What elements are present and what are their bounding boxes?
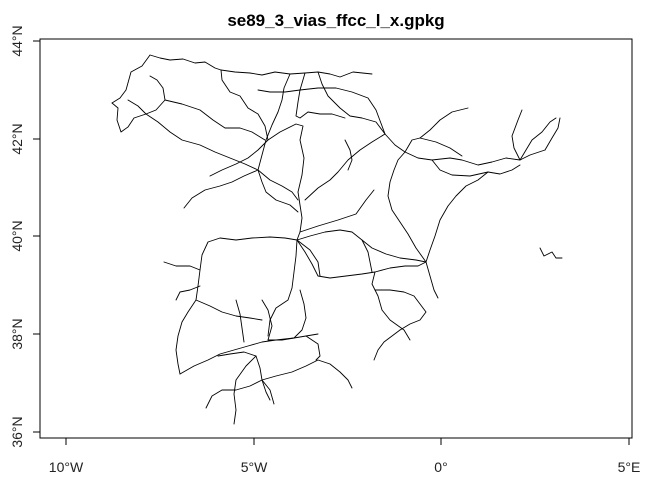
rail-line xyxy=(425,171,489,263)
rail-line xyxy=(295,72,346,119)
rail-line xyxy=(296,239,321,277)
rail-line xyxy=(299,189,375,233)
rail-line xyxy=(384,133,546,166)
y-tick-label: 38°N xyxy=(9,318,25,349)
rail-line xyxy=(373,329,401,361)
rail-line xyxy=(374,261,439,299)
rail-line xyxy=(296,229,427,263)
rail-line xyxy=(544,117,561,151)
rail-line xyxy=(175,285,201,301)
rail-line xyxy=(267,123,305,193)
rail-line xyxy=(257,87,386,135)
x-tick-label: 5°E xyxy=(618,459,641,475)
rail-line xyxy=(419,107,469,139)
rail-line xyxy=(179,333,319,375)
rail-line xyxy=(404,137,463,157)
rail-line xyxy=(304,133,386,201)
rail-line xyxy=(111,54,373,104)
rail-line xyxy=(195,236,298,301)
rail-line xyxy=(374,289,427,331)
rail-network xyxy=(111,54,563,425)
rail-line xyxy=(183,169,259,209)
rail-line xyxy=(164,99,266,141)
x-axis: 10°W 5°W 0° 5°E xyxy=(49,437,641,475)
rail-line xyxy=(511,109,523,161)
rail-line xyxy=(257,169,299,213)
x-tick-label: 5°W xyxy=(241,459,268,475)
x-tick-label: 10°W xyxy=(49,459,84,475)
rail-line xyxy=(217,351,275,405)
rail-line xyxy=(387,151,427,263)
rail-line xyxy=(257,169,299,201)
y-tick-label: 40°N xyxy=(9,220,25,251)
rail-line xyxy=(195,299,263,321)
rail-line xyxy=(127,99,259,171)
map-title: se89_3_vias_ffcc_l_x.gpkg xyxy=(227,11,444,30)
rail-line xyxy=(261,379,271,401)
rail-line xyxy=(296,239,376,279)
rail-line xyxy=(111,75,166,133)
x-tick-label: 0° xyxy=(434,459,447,475)
rail-line xyxy=(205,379,263,409)
rail-line xyxy=(220,69,269,141)
rail-line xyxy=(235,299,245,343)
rail-line xyxy=(371,271,411,341)
rail-line xyxy=(163,261,201,271)
rail-line xyxy=(267,289,307,341)
plot-frame xyxy=(39,38,633,439)
rail-line xyxy=(305,335,321,361)
rail-line xyxy=(233,355,257,425)
rail-line xyxy=(175,299,197,375)
rail-line xyxy=(261,359,353,389)
rail-line xyxy=(539,247,563,259)
rail-line xyxy=(267,239,298,337)
rail-line xyxy=(209,139,269,177)
rail-line xyxy=(257,73,291,171)
rail-line xyxy=(519,117,557,161)
rail-line xyxy=(296,191,303,241)
y-axis: 36°N 38°N 40°N 42°N 44°N xyxy=(9,25,41,448)
rail-line xyxy=(431,159,521,177)
rail-line xyxy=(361,239,373,273)
y-tick-label: 42°N xyxy=(9,123,25,154)
rail-line xyxy=(261,299,273,341)
y-tick-label: 36°N xyxy=(9,416,25,447)
rail-line xyxy=(344,139,353,171)
y-tick-label: 44°N xyxy=(9,25,25,56)
rail-line xyxy=(317,71,386,135)
